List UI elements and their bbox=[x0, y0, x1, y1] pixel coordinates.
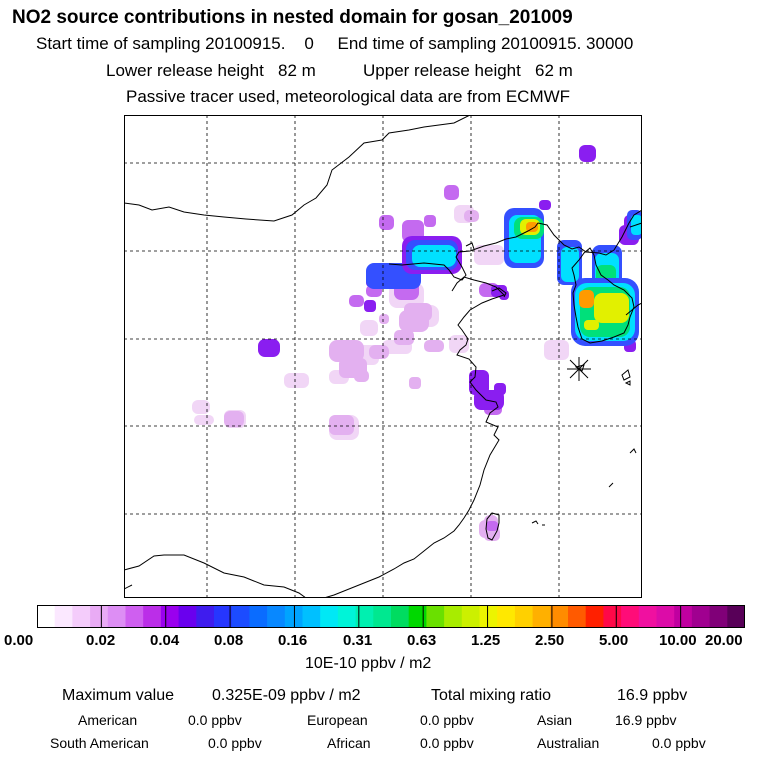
total-mixing-value: 16.9 ppbv bbox=[617, 687, 688, 704]
region-value-asian: 16.9 ppbv bbox=[615, 712, 677, 728]
colorbar-cell bbox=[160, 605, 180, 628]
upper-release-label: Upper release height bbox=[363, 61, 521, 80]
colorbar-cell bbox=[461, 605, 481, 628]
colorbar-cell bbox=[337, 605, 357, 628]
colorbar-units: 10E-10 ppbv / m2 bbox=[305, 655, 432, 672]
tracer-note: Passive tracer used, meteorological data… bbox=[126, 87, 571, 106]
colorbar-cell bbox=[249, 605, 268, 628]
figure-title: NO2 source contributions in nested domai… bbox=[12, 7, 573, 28]
colorbar-cell bbox=[178, 605, 197, 628]
colorbar-tick-label: 0.31 bbox=[343, 632, 373, 649]
colorbar-cell bbox=[302, 605, 321, 628]
colorbar-tick-label: 0.16 bbox=[278, 632, 308, 649]
colorbar-cell bbox=[231, 605, 250, 628]
colorbar-cell bbox=[267, 605, 286, 628]
colorbar-cell bbox=[426, 605, 445, 628]
colorbar-cell bbox=[568, 605, 587, 628]
lower-release-label: Lower release height bbox=[106, 61, 264, 80]
max-value-label: Maximum value bbox=[62, 687, 175, 704]
colorbar-cell bbox=[691, 605, 711, 628]
colorbar-cell bbox=[125, 605, 144, 628]
colorbar-tick-label: 0.63 bbox=[407, 632, 437, 649]
colorbar-cell bbox=[373, 605, 392, 628]
region-value-african: 0.0 ppbv bbox=[420, 735, 474, 751]
colorbar-cell bbox=[532, 605, 551, 628]
colorbar-tick-label: 5.00 bbox=[599, 632, 629, 649]
end-time-label: End time of sampling 20100915. 30000 bbox=[337, 34, 634, 53]
colorbar-tick-label: 2.50 bbox=[535, 632, 565, 649]
colorbar-cell bbox=[550, 605, 569, 628]
colorbar-cell bbox=[54, 605, 73, 628]
colorbar-cell bbox=[72, 605, 91, 628]
colorbar-tick-label: 0.02 bbox=[86, 632, 116, 649]
region-name-american: American bbox=[78, 712, 138, 728]
colorbar-cell bbox=[514, 605, 534, 628]
colorbar-cell bbox=[196, 605, 215, 628]
map-frame bbox=[124, 115, 642, 598]
colorbar-cell bbox=[497, 605, 516, 628]
colorbar-cell bbox=[355, 605, 374, 628]
region-name-asian: Asian bbox=[537, 712, 573, 728]
lat-lon-grid bbox=[124, 115, 642, 598]
colorbar-cell bbox=[727, 605, 745, 628]
colorbar-cell bbox=[214, 605, 233, 628]
region-value-european: 0.0 ppbv bbox=[420, 712, 474, 728]
light-contributions bbox=[224, 210, 500, 541]
high-contributions-korea bbox=[571, 278, 639, 346]
contribution-map bbox=[124, 115, 642, 598]
upper-release-value: 62 m bbox=[535, 61, 573, 80]
colorbar-tick-label: 1.25 bbox=[471, 632, 501, 649]
colorbar-cell bbox=[709, 605, 728, 628]
colorbar bbox=[37, 605, 745, 628]
start-time-value: 0 bbox=[304, 34, 314, 53]
max-value: 0.325E-09 ppbv / m2 bbox=[212, 687, 361, 704]
colorbar-frame bbox=[37, 605, 745, 628]
contribution-field bbox=[192, 145, 642, 541]
colorbar-cell bbox=[621, 605, 640, 628]
total-mixing-label: Total mixing ratio bbox=[431, 687, 552, 704]
colorbar-cell bbox=[391, 605, 410, 628]
colorbar-tick-label: 10.00 bbox=[659, 632, 697, 649]
colorbar-cell bbox=[107, 605, 127, 628]
region-name-african: African bbox=[327, 735, 371, 751]
colorbar-cell bbox=[408, 605, 427, 628]
colorbar-cell bbox=[603, 605, 622, 628]
colorbar-cell bbox=[638, 605, 658, 628]
colorbar-tick-label: 0.04 bbox=[150, 632, 180, 649]
colorbar-cell bbox=[37, 605, 56, 628]
lower-release-value: 82 m bbox=[278, 61, 316, 80]
region-name-south-american: South American bbox=[50, 735, 149, 751]
region-name-australian: Australian bbox=[537, 735, 600, 751]
colorbar-dividers bbox=[100, 605, 682, 628]
release-heights-line: Lower release height 82 m Upper release … bbox=[106, 62, 573, 79]
start-time-label: Start time of sampling 20100915. bbox=[36, 34, 286, 53]
colorbar-cell bbox=[320, 605, 339, 628]
colorbar-cell bbox=[143, 605, 162, 628]
region-value-american: 0.0 ppbv bbox=[188, 712, 242, 728]
colorbar-cell bbox=[479, 605, 498, 628]
colorbar-cell bbox=[585, 605, 604, 628]
colorbar-cell bbox=[674, 605, 693, 628]
colorbar-cell bbox=[444, 605, 463, 628]
colorbar-cell bbox=[656, 605, 675, 628]
colorbar-tick-label: 0.08 bbox=[214, 632, 244, 649]
colorbar-tick-label: 0.00 bbox=[4, 632, 34, 649]
region-value-australian: 0.0 ppbv bbox=[652, 735, 706, 751]
asterisk-icon bbox=[567, 357, 591, 381]
strong-contributions bbox=[258, 145, 642, 410]
sampling-times-line: Start time of sampling 20100915. 0 End t… bbox=[36, 35, 633, 52]
colorbar-cells bbox=[37, 605, 745, 628]
region-value-south-american: 0.0 ppbv bbox=[208, 735, 262, 751]
colorbar-cell bbox=[90, 605, 109, 628]
region-name-european: European bbox=[307, 712, 368, 728]
colorbar-tick-label: 20.00 bbox=[705, 632, 743, 649]
